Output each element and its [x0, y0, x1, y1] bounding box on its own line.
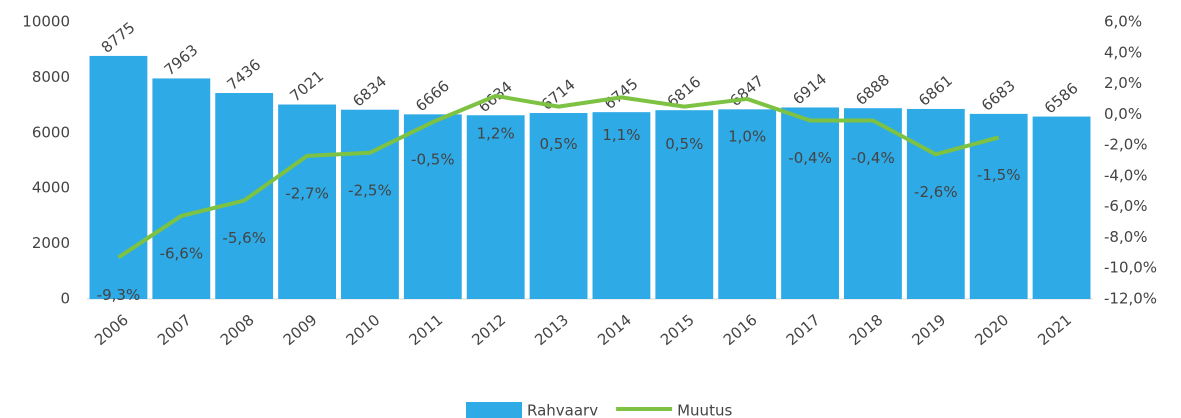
bar-value-label: 6888	[852, 71, 893, 109]
bar	[529, 113, 588, 299]
line-value-label: -0,4%	[851, 149, 895, 167]
bar-value-label: 6586	[1041, 79, 1082, 117]
bar-value-label: 6914	[789, 70, 830, 108]
x-tick-label: 2018	[846, 311, 887, 349]
bar	[403, 114, 462, 299]
x-tick-label: 2014	[594, 311, 635, 349]
y-tick-label: 2000	[32, 234, 70, 252]
legend-swatch	[466, 402, 522, 418]
x-tick-label: 2009	[280, 311, 321, 349]
x-tick-label: 2015	[657, 311, 698, 349]
x-tick-label: 2011	[405, 311, 446, 349]
y-tick-label: 0	[60, 290, 70, 308]
y-tick-label: 4000	[32, 179, 70, 197]
x-tick-label: 2012	[468, 311, 509, 349]
y2-tick-label: -8,0%	[1104, 228, 1148, 246]
bar	[89, 55, 148, 300]
bar	[341, 109, 399, 299]
bar	[466, 115, 525, 300]
bar	[718, 109, 777, 299]
bar	[592, 112, 651, 299]
line-value-label: -2,7%	[285, 184, 329, 202]
y2-tick-label: 0,0%	[1104, 105, 1142, 123]
bar-value-label: 7021	[286, 67, 327, 105]
line-value-label: -2,6%	[914, 183, 958, 201]
line-value-label: -1,5%	[977, 166, 1021, 184]
x-tick-label: 2019	[908, 311, 949, 349]
bar	[1032, 116, 1091, 299]
bar	[278, 104, 336, 299]
x-tick-label: 2010	[343, 311, 384, 349]
bar	[969, 113, 1028, 300]
x-tick-label: 2016	[720, 311, 761, 349]
line-value-label: -0,5%	[411, 151, 455, 169]
bar-value-label: 8775	[98, 18, 139, 56]
bar-value-label: 6683	[978, 76, 1019, 114]
x-tick-label: 2020	[971, 311, 1012, 349]
line-value-label: -2,5%	[348, 181, 392, 199]
line-value-label: 0,5%	[665, 135, 703, 153]
bar	[844, 108, 902, 300]
x-tick-label: 2006	[91, 311, 132, 349]
x-tick-label: 2013	[531, 311, 572, 349]
bar	[215, 93, 274, 299]
y2-tick-label: 6,0%	[1104, 13, 1142, 31]
bar-value-label: 6745	[601, 75, 642, 113]
y-tick-label: 8000	[32, 68, 70, 86]
line-value-label: 1,2%	[477, 124, 515, 142]
y2-tick-label: 2,0%	[1104, 74, 1142, 92]
line	[117, 93, 1000, 260]
y-tick-label: 10000	[22, 13, 70, 31]
line-value-label: 0,5%	[540, 135, 578, 153]
bar-value-label: 6666	[412, 77, 453, 115]
y2-tick-label: -10,0%	[1104, 259, 1157, 277]
x-tick-label: 2008	[217, 311, 258, 349]
bar-value-label: 6861	[915, 71, 956, 109]
y2-tick-label: 4,0%	[1104, 43, 1142, 61]
y2-tick-label: -12,0%	[1104, 290, 1157, 308]
y2-tick-label: -4,0%	[1104, 166, 1148, 184]
bar	[152, 78, 211, 299]
bar-value-label: 6834	[349, 72, 390, 110]
y2-tick-label: -2,0%	[1104, 136, 1148, 154]
legend-label: Rahvaarv	[527, 402, 598, 418]
line-value-label: -0,4%	[788, 149, 832, 167]
bar	[781, 107, 839, 299]
bar	[906, 108, 965, 299]
bar-value-label: 7963	[161, 41, 202, 79]
line-value-label: -6,6%	[160, 244, 204, 262]
line-value-label: 1,1%	[602, 126, 640, 144]
x-tick-label: 2017	[783, 311, 824, 349]
line-value-label: -9,3%	[97, 286, 141, 304]
line-value-label: -5,6%	[222, 229, 266, 247]
line-value-label: 1,0%	[728, 127, 766, 145]
bar-value-label: 7436	[223, 55, 264, 93]
bar	[655, 110, 714, 299]
y2-tick-label: -6,0%	[1104, 197, 1148, 215]
y-tick-label: 6000	[32, 123, 70, 141]
legend-label: Muutus	[677, 402, 732, 418]
x-tick-label: 2021	[1034, 311, 1075, 349]
x-tick-label: 2007	[154, 311, 195, 349]
